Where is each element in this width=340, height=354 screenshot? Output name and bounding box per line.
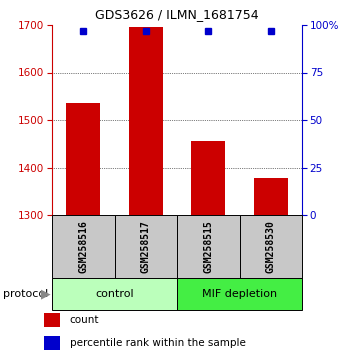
Bar [177, 278, 302, 310]
Bar [129, 27, 163, 215]
Text: MIF depletion: MIF depletion [202, 289, 277, 299]
Bar [239, 215, 302, 278]
Text: control: control [95, 289, 134, 299]
Text: GSM258516: GSM258516 [78, 220, 88, 273]
Title: GDS3626 / ILMN_1681754: GDS3626 / ILMN_1681754 [95, 8, 259, 21]
Text: percentile rank within the sample: percentile rank within the sample [70, 338, 245, 348]
Bar [115, 215, 177, 278]
Text: ▶: ▶ [41, 287, 51, 301]
Text: GSM258530: GSM258530 [266, 220, 276, 273]
Bar [254, 178, 288, 215]
Text: GSM258515: GSM258515 [203, 220, 213, 273]
Text: protocol: protocol [3, 289, 49, 299]
Bar [66, 103, 100, 215]
Bar [52, 215, 115, 278]
Bar [44, 313, 60, 327]
Bar [44, 336, 60, 350]
Text: count: count [70, 315, 99, 325]
Bar [191, 141, 225, 215]
Text: GSM258517: GSM258517 [141, 220, 151, 273]
Bar [177, 215, 239, 278]
Bar [52, 278, 177, 310]
